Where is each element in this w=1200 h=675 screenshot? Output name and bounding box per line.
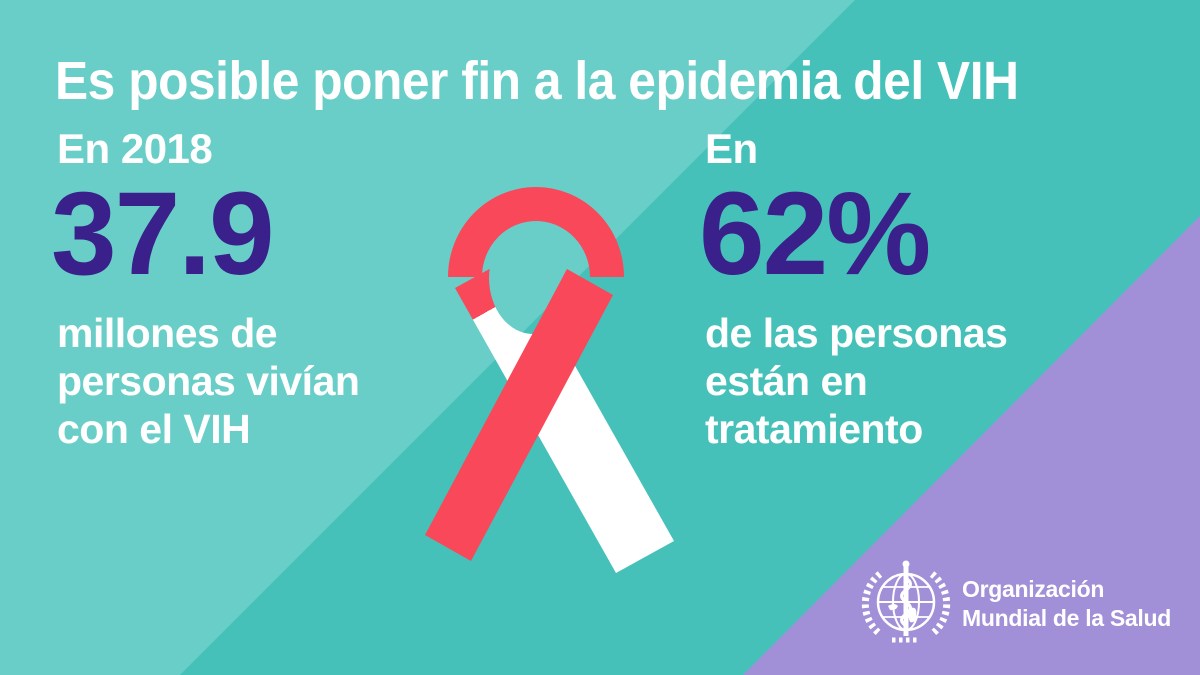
stat-description-line: millones de [57,309,278,356]
stat-description-line: personas vivían [57,357,360,404]
who-logo-line1: Organización [962,576,1105,602]
continent-shape [908,607,917,623]
ribbon-loop-arch [448,187,624,278]
stat-prefix: En 2018 [57,125,213,172]
stat-value: 37.9 [51,168,275,301]
stat-people-on-treatment: En 62% de las personas están en tratamie… [699,125,1125,453]
stat-prefix: En [705,125,758,172]
who-logo-text: Organización Mundial de la Salud [962,575,1171,633]
serpent [900,576,912,628]
stat-description-line: están en [705,357,868,404]
laurel-right [929,571,951,637]
stat-description-line: con el VIH [57,405,251,452]
background-lavender-triangle [743,216,1200,675]
who-logo-line2: Mundial de la Salud [962,605,1171,631]
page-title: Es posible poner fin a la epidemia del V… [55,51,1019,111]
stat-description: de las personas están en tratamiento [705,309,1125,453]
awareness-ribbon-icon [425,187,674,573]
continent-shape [888,604,898,611]
who-logo: Organización Mundial de la Salud [858,556,1171,652]
staff-knob [902,560,910,568]
stat-description: millones de personas vivían con el VIH [57,309,477,453]
stat-description-line: tratamiento [705,405,923,452]
stat-description-line: de las personas [705,309,1008,356]
stat-value: 62% [699,168,931,301]
ribbon-white-limb [455,256,674,573]
background-light-diagonal [0,0,855,675]
who-emblem-icon [861,560,951,643]
stat-people-living-with-hiv: En 2018 37.9 millones de personas vivían… [51,125,477,453]
laurel-left [861,571,883,637]
ribbon-red-band [425,269,613,561]
